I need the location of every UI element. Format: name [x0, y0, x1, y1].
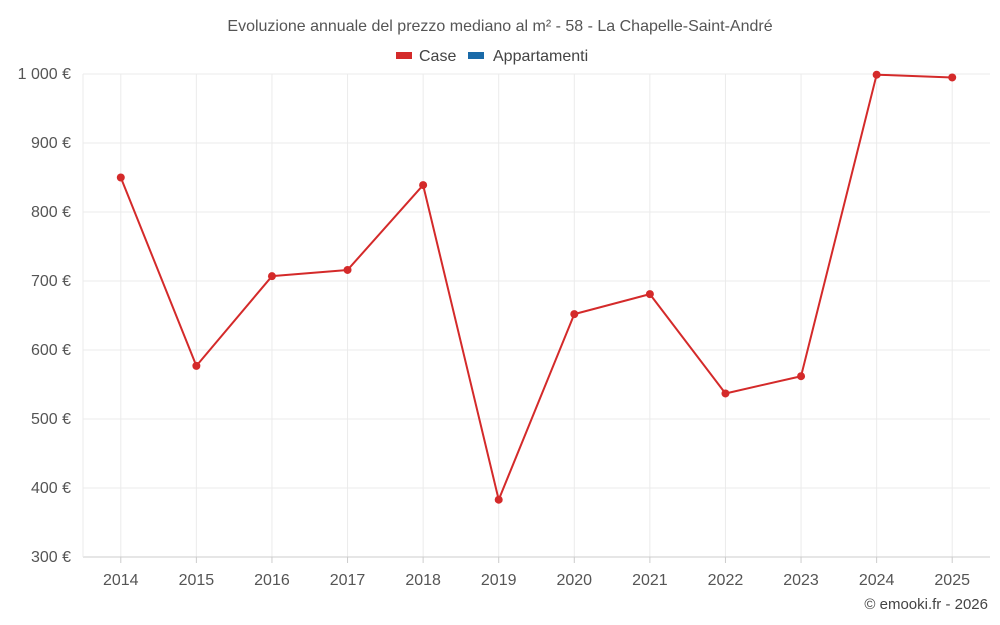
data-point[interactable] [872, 70, 881, 79]
credit-text: © emooki.fr - 2026 [864, 596, 988, 613]
chart-title: Evoluzione annuale del prezzo mediano al… [227, 18, 772, 35]
legend-swatch-case [396, 52, 412, 59]
data-point[interactable] [419, 181, 428, 190]
y-tick-label: 1 000 € [18, 66, 71, 83]
x-tick-label: 2023 [783, 572, 819, 589]
y-tick-label: 800 € [31, 204, 71, 221]
y-tick-label: 500 € [31, 411, 71, 428]
legend-item-appartamenti[interactable]: Appartamenti [468, 48, 588, 65]
y-tick-label: 900 € [31, 135, 71, 152]
data-point[interactable] [116, 173, 125, 182]
data-point[interactable] [343, 265, 352, 274]
x-tick-label: 2021 [632, 572, 668, 589]
x-tick-label: 2018 [405, 572, 441, 589]
data-point[interactable] [494, 495, 503, 504]
legend[interactable]: Case Appartamenti [396, 48, 588, 65]
data-point[interactable] [192, 361, 201, 370]
y-tick-label: 600 € [31, 342, 71, 359]
x-tick-label: 2020 [556, 572, 592, 589]
legend-swatch-appartamenti [468, 52, 484, 59]
data-point[interactable] [645, 290, 654, 299]
x-tick-label: 2022 [708, 572, 744, 589]
data-point[interactable] [267, 272, 276, 281]
axes: 300 € 400 € 500 € 600 € 700 € 800 € 900 € 1 000… [18, 66, 990, 589]
x-tick-label: 2019 [481, 572, 517, 589]
y-tick-label: 400 € [31, 480, 71, 497]
legend-item-case[interactable]: Case [396, 48, 456, 65]
legend-label-appartamenti: Appartamenti [493, 48, 588, 65]
x-tick-label: 2024 [859, 572, 895, 589]
x-tick-label: 2025 [934, 572, 970, 589]
data-point[interactable] [570, 310, 579, 319]
x-tick-label: 2015 [179, 572, 215, 589]
x-tick-label: 2016 [254, 572, 290, 589]
data-point[interactable] [797, 372, 806, 381]
data-point[interactable] [948, 73, 957, 82]
legend-label-case: Case [419, 48, 456, 65]
series-layer [116, 70, 957, 504]
grid [83, 73, 990, 557]
x-tick-label: 2017 [330, 572, 366, 589]
y-tick-label: 300 € [31, 549, 71, 566]
series-line-case[interactable] [119, 73, 953, 501]
y-tick-label: 700 € [31, 273, 71, 290]
data-point[interactable] [721, 389, 730, 398]
x-tick-label: 2014 [103, 572, 139, 589]
